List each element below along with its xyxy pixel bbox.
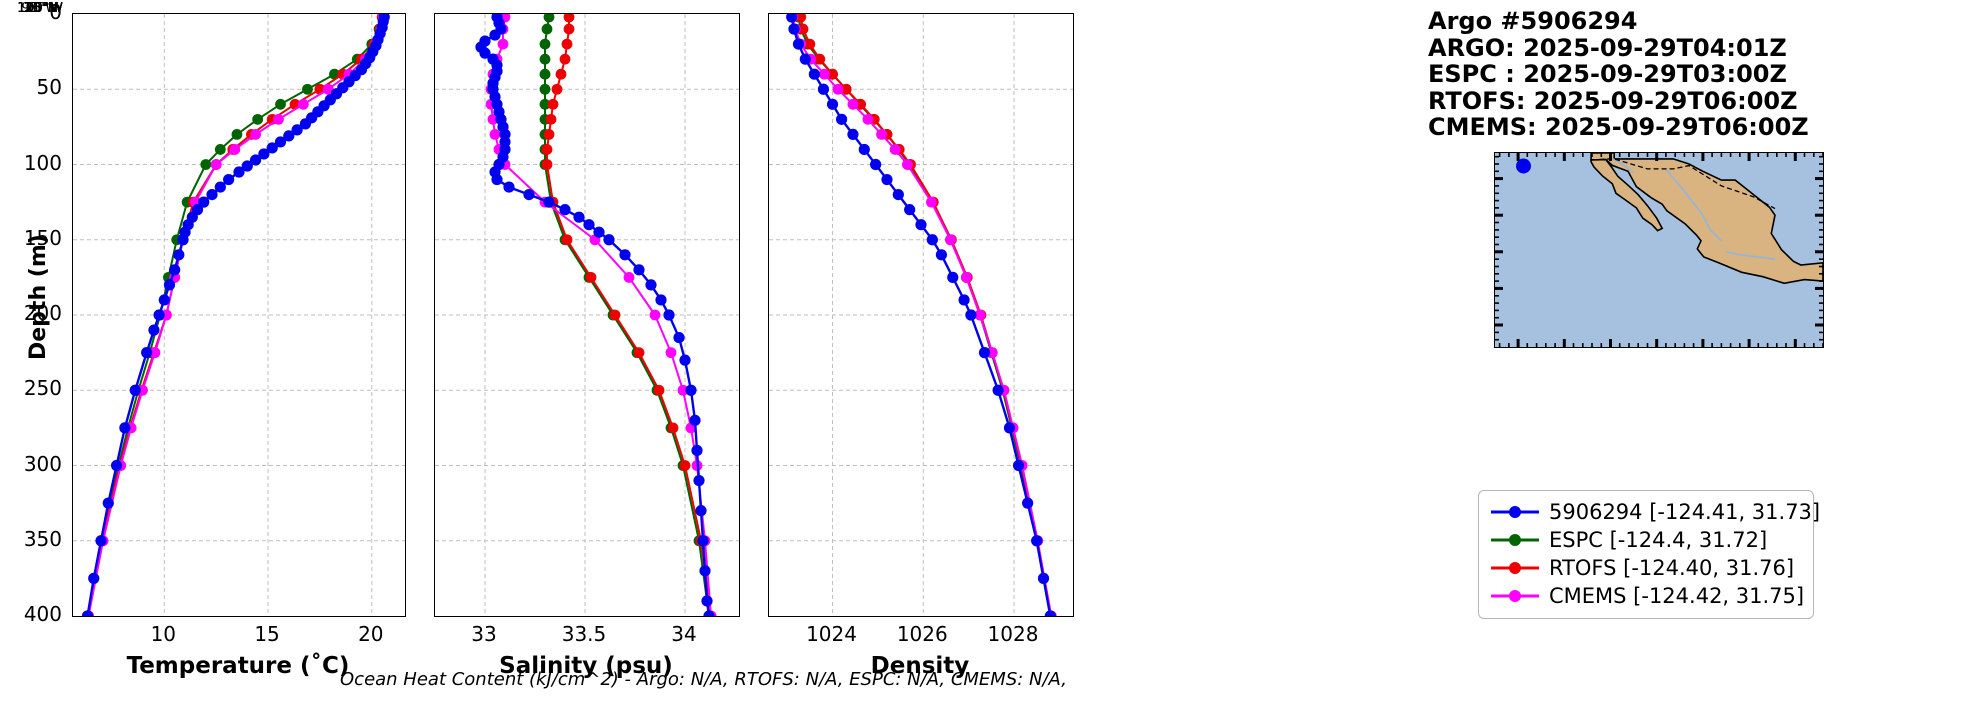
legend-swatch-cmems-icon xyxy=(1491,590,1539,602)
gridlines xyxy=(435,14,739,616)
header-line-espc-time: ESPC : 2025-09-29T03:00Z xyxy=(1428,60,1787,88)
legend-swatch-rtofs-icon xyxy=(1491,562,1539,574)
header-line-cmems-time: CMEMS: 2025-09-29T06:00Z xyxy=(1428,113,1809,141)
map-longitude-tick-label: 100°W xyxy=(17,0,63,16)
map-latitude-tick-label: 10°N xyxy=(23,0,58,16)
country-border xyxy=(1591,158,1776,210)
map-latitude-tick-label: 25°N xyxy=(23,0,58,16)
temperature-tick-label: 10 xyxy=(150,622,177,646)
float-location-map[interactable] xyxy=(1494,152,1824,348)
depth-tick-label: 150 xyxy=(23,225,62,250)
float-metadata-header: Argo #5906294 ARGO: 2025-09-29T04:01Z ES… xyxy=(1428,8,1809,141)
temperature-tick-label: 15 xyxy=(254,622,280,646)
rivers xyxy=(1612,158,1776,260)
map-canvas xyxy=(1495,153,1823,347)
depth-axis-label: Depth (m) xyxy=(26,234,51,360)
temperature-axis-title: Temperature (˚C) xyxy=(126,653,350,679)
map-latitude-tick-label: 30°N xyxy=(23,0,58,16)
header-line-float-id: Argo #5906294 xyxy=(1428,7,1638,35)
map-longitude-tick-label: 105°W xyxy=(17,0,63,16)
depth-tick-label: 400 xyxy=(23,602,62,626)
depth-tick-label: 200 xyxy=(23,301,62,325)
legend-swatch-espc-icon xyxy=(1491,534,1539,546)
series-cmems xyxy=(787,14,1057,616)
temperature-curves xyxy=(73,14,405,616)
density-curves xyxy=(769,14,1073,616)
salinity-axis-title: Salinity (psu) xyxy=(499,653,673,679)
map-longitude-tick-label: 120°W xyxy=(17,0,63,16)
series-argo xyxy=(786,14,1056,616)
salinity-tick-label: 33 xyxy=(471,622,497,646)
legend-item-espc[interactable]: ESPC [-124.4, 31.72] xyxy=(1489,526,1803,554)
depth-tick-label: 50 xyxy=(36,75,62,100)
density-tick-label: 1026 xyxy=(896,622,948,646)
legend-label-espc: ESPC [-124.4, 31.72] xyxy=(1549,528,1768,552)
depth-tick-label: 250 xyxy=(23,376,62,401)
depth-tick-label: 350 xyxy=(23,526,62,551)
density-axis-title: Density xyxy=(870,653,970,679)
series-legend: 5906294 [-124.41, 31.73] ESPC [-124.4, 31… xyxy=(1478,490,1820,619)
map-longitude-tick-label: 125°W xyxy=(17,0,63,16)
salinity-profile-plot xyxy=(434,13,740,617)
legend-label-cmems: CMEMS [-124.42, 31.75] xyxy=(1549,584,1805,608)
salinity-tick-label: 33.5 xyxy=(561,622,607,646)
gridlines xyxy=(769,14,1073,616)
legend-label-argo: 5906294 [-124.41, 31.73] xyxy=(1549,500,1821,524)
header-line-rtofs-time: RTOFS: 2025-09-29T06:00Z xyxy=(1428,86,1798,115)
temperature-tick-label: 20 xyxy=(358,622,384,646)
gridlines xyxy=(73,14,405,616)
header-line-argo-time: ARGO: 2025-09-29T04:01Z xyxy=(1428,33,1787,62)
legend-item-rtofs[interactable]: RTOFS [-124.40, 31.76] xyxy=(1489,554,1803,582)
density-profile-plot xyxy=(768,13,1074,617)
series-argo xyxy=(81,14,390,616)
map-latitude-tick-label: 20°N xyxy=(23,0,58,16)
density-tick-label: 1024 xyxy=(806,622,857,646)
salinity-tick-label: 34 xyxy=(671,622,697,646)
landmass xyxy=(1590,153,1823,285)
depth-tick-label: 300 xyxy=(23,451,62,476)
map-longitude-tick-label: 95°W xyxy=(21,0,59,16)
legend-item-argo[interactable]: 5906294 [-124.41, 31.73] xyxy=(1489,498,1820,526)
depth-tick-label: 0 xyxy=(49,0,62,24)
legend-item-cmems[interactable]: CMEMS [-124.42, 31.75] xyxy=(1489,582,1805,610)
temperature-profile-plot xyxy=(72,13,406,617)
ocean-heat-content-caption: Ocean Heat Content (kJ/cm^2) - Argo: N/A… xyxy=(340,669,1067,690)
depth-tick-label: 100 xyxy=(23,150,62,175)
series-argo xyxy=(475,14,715,616)
map-longitude-tick-label: 110°W xyxy=(17,0,63,16)
density-tick-label: 1028 xyxy=(987,622,1039,646)
float-position-marker xyxy=(1516,158,1531,174)
map-longitude-tick-label: 115°W xyxy=(17,0,63,16)
legend-swatch-argo-icon xyxy=(1491,506,1539,518)
legend-label-rtofs: RTOFS [-124.40, 31.76] xyxy=(1549,556,1795,580)
salinity-curves xyxy=(435,14,739,616)
map-latitude-tick-label: 15°N xyxy=(23,0,58,16)
